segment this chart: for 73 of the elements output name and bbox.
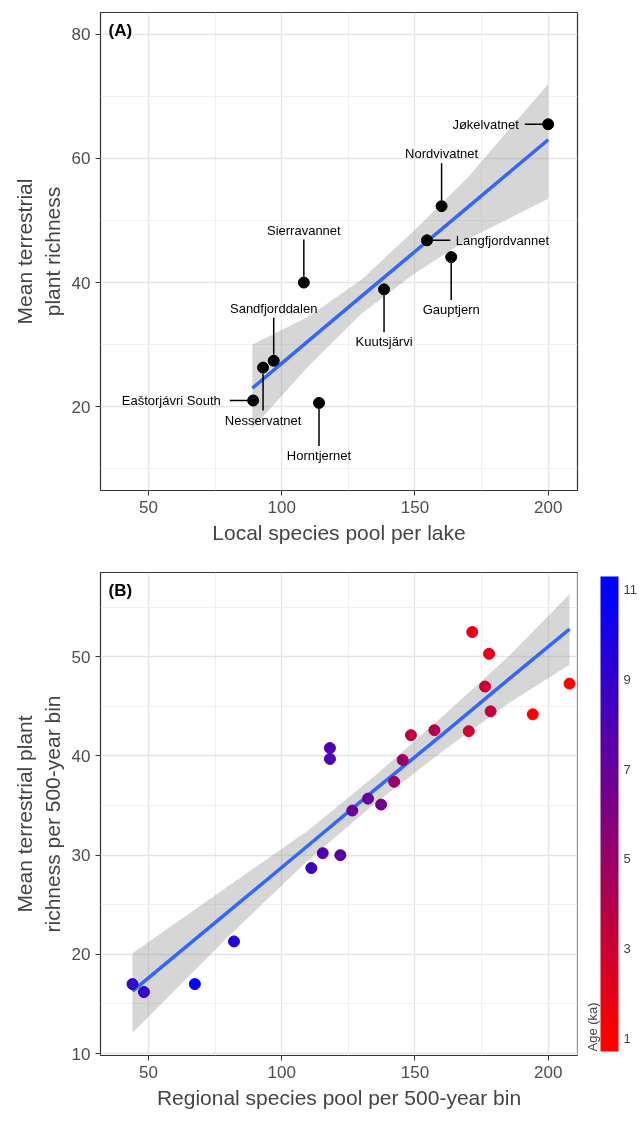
text: (B) bbox=[108, 580, 133, 600]
point bbox=[466, 626, 479, 638]
color-bar-label: 11 bbox=[623, 582, 637, 598]
y-tick-label: 10 bbox=[71, 1044, 91, 1064]
point bbox=[526, 708, 539, 721]
point bbox=[323, 742, 336, 755]
data-label: Sierravannet bbox=[266, 222, 342, 238]
point bbox=[404, 729, 417, 742]
point bbox=[228, 935, 241, 948]
point bbox=[137, 986, 150, 999]
point bbox=[378, 283, 391, 296]
color-bar-label: 5 bbox=[623, 851, 631, 867]
point bbox=[362, 792, 375, 805]
point bbox=[305, 862, 318, 875]
color-bar-label: 3 bbox=[623, 940, 631, 956]
point bbox=[126, 978, 139, 991]
point bbox=[388, 775, 401, 788]
point bbox=[323, 752, 336, 765]
point bbox=[316, 847, 329, 860]
x-tick-label: 200 bbox=[534, 1062, 563, 1082]
point bbox=[420, 234, 433, 247]
x-tick-label: 150 bbox=[400, 497, 430, 517]
y-tick-label: 30 bbox=[71, 846, 91, 866]
color-bar-title: Age (ka) bbox=[584, 1002, 600, 1052]
y-axis-title: Mean terrestrial plant richness per 500-year bin bbox=[12, 695, 64, 933]
point bbox=[445, 251, 458, 264]
x-tick-label: 50 bbox=[139, 1062, 158, 1082]
y-tick-label: 20 bbox=[71, 945, 91, 965]
y-tick-label: 50 bbox=[71, 647, 91, 667]
data-label: Eaštorjávri South bbox=[121, 392, 221, 408]
x-tick-label: 200 bbox=[534, 497, 563, 517]
point bbox=[375, 798, 388, 811]
point bbox=[334, 849, 347, 862]
data-label: Nesservatnet bbox=[224, 412, 302, 428]
data-label: Langfjordvannet bbox=[455, 232, 550, 248]
point bbox=[542, 118, 555, 131]
point bbox=[484, 705, 497, 718]
data-label: Sandfjorddalen bbox=[229, 300, 318, 316]
point bbox=[257, 361, 270, 374]
point bbox=[483, 647, 496, 660]
point bbox=[188, 978, 201, 991]
data-label: Kuutsjärvi bbox=[355, 334, 413, 350]
data-label: Gauptjern bbox=[422, 302, 480, 318]
x-tick-label: 100 bbox=[267, 1062, 296, 1082]
x-tick-label: 150 bbox=[400, 1062, 430, 1082]
y-axis-title: Mean terrestrial plant richness bbox=[12, 178, 64, 325]
color-bar-label: 1 bbox=[623, 1030, 631, 1046]
x-tick-label: 50 bbox=[139, 497, 158, 517]
point bbox=[435, 200, 448, 213]
y-tick-label: 20 bbox=[71, 397, 91, 417]
x-axis-title: Local species pool per lake bbox=[212, 520, 466, 544]
y-tick-label: 40 bbox=[71, 273, 91, 293]
point bbox=[267, 354, 280, 367]
data-label: Horntjernet bbox=[286, 447, 352, 463]
point bbox=[462, 725, 475, 738]
point bbox=[479, 680, 492, 693]
point bbox=[563, 677, 576, 690]
data-label: Nordvivatnet bbox=[405, 146, 479, 162]
point bbox=[247, 394, 260, 407]
text: (A) bbox=[108, 20, 133, 40]
color-bar-label: 9 bbox=[623, 672, 631, 688]
x-axis-title: Regional species pool per 500-year bin bbox=[156, 1085, 522, 1109]
point bbox=[428, 724, 441, 737]
y-tick-label: 40 bbox=[71, 746, 91, 766]
color-bar-label: 7 bbox=[623, 761, 631, 777]
point bbox=[396, 753, 409, 766]
point bbox=[346, 804, 359, 817]
x-tick-label: 100 bbox=[267, 497, 296, 517]
data-label: Jøkelvatnet bbox=[452, 116, 520, 132]
y-tick-label: 80 bbox=[71, 25, 91, 45]
y-tick-label: 60 bbox=[71, 149, 91, 169]
point bbox=[313, 396, 326, 409]
point bbox=[297, 276, 310, 289]
